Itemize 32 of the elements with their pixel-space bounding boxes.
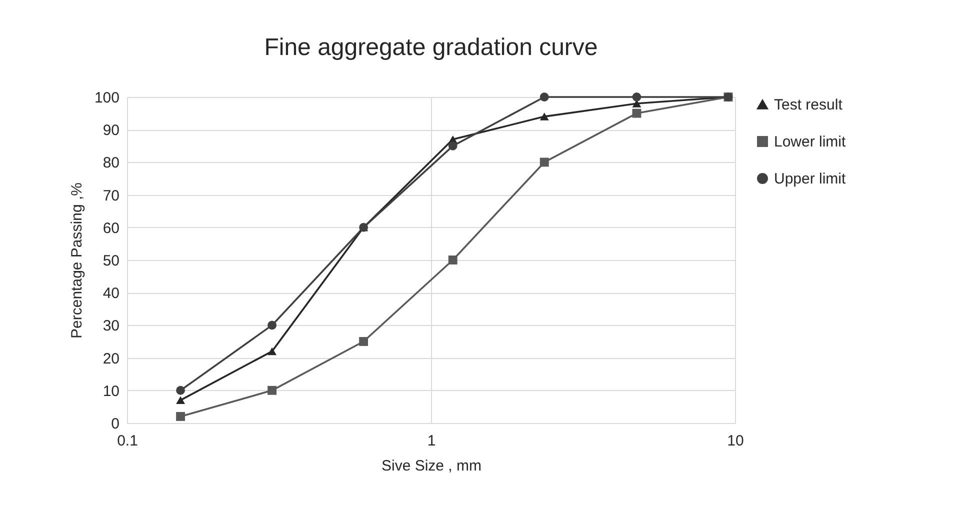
point [268,386,277,395]
point [268,347,277,356]
y-tick-label: 10 [102,382,120,400]
point [540,112,549,120]
point [540,92,549,102]
legend-label: Lower limit [774,134,847,150]
x-axis-title: Sive Size , mm [381,458,482,474]
point [632,92,642,102]
point [540,158,549,167]
y-tick-label: 90 [102,122,120,140]
y-tick-label: 40 [102,285,120,302]
y-tick-label: 30 [102,318,120,335]
point [268,320,277,330]
y-tick-label: 70 [102,187,120,204]
point [176,412,186,421]
x-tick-label: 10 [727,432,744,450]
x-tick-label: 0.1 [117,432,138,450]
x-tick-label: 1 [427,432,436,450]
y-axis-title: Percentage Passing ,% [68,182,86,338]
chart-title: Fine aggregate gradation curve [264,34,598,61]
y-tick-label: 80 [102,154,120,172]
legend-label: Test result [774,96,844,114]
legend-label: Upper limit [774,170,847,188]
point [176,386,186,395]
y-tick-label: 20 [102,350,120,368]
y-tick-label: 50 [102,252,120,270]
point [632,108,642,118]
y-tick-label: 100 [94,90,120,106]
point [176,396,186,404]
y-tick-label: 0 [111,416,120,432]
point [359,337,368,346]
y-tick-label: 60 [102,220,120,237]
